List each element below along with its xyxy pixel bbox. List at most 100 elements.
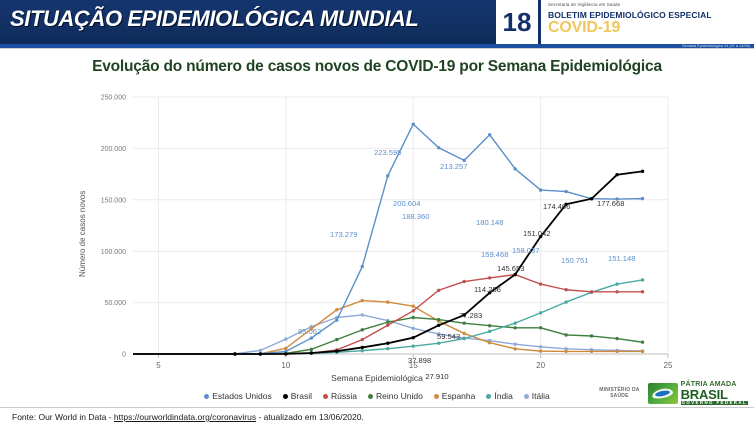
series-point-índia (437, 341, 441, 345)
bulletin-name: BOLETIM EPIDEMIOLÓGICO ESPECIAL (548, 9, 712, 20)
footer-divider (0, 407, 754, 408)
footnote-prefix: Fonte: Our World in Data - (12, 412, 114, 422)
line-chart: 0 50.000 100.000 150.000 200.000 250.000 5 10 15… (101, 95, 673, 382)
data-label: 159.468 (481, 250, 508, 259)
series-point-reino-unido (411, 315, 415, 320)
series-point-reino-unido (513, 326, 517, 330)
series-point-brasil (437, 323, 441, 328)
bulletin-week-note: Semana Epidemiológica 24 (07 a 13/06) (682, 44, 750, 48)
header-rule (0, 44, 754, 48)
series-point-rússia (589, 290, 594, 294)
series-point-estados-unidos (411, 122, 415, 126)
series-point-brasil (309, 351, 314, 355)
series-point-brasil (538, 234, 543, 239)
legend-marker-icon (523, 393, 529, 399)
series-point-índia (462, 336, 466, 341)
legend-item-rússia[interactable]: Rússia (323, 391, 357, 401)
slide-header: SITUAÇÃO EPIDEMIOLÓGICA MUNDIAL 18 Secre… (0, 0, 754, 48)
series-point-brasil (335, 349, 339, 353)
slide-body: Evolução do número de casos novos de COV… (0, 48, 754, 427)
legend-label: Índia (494, 391, 513, 401)
x-axis-tick-label: 5 (156, 361, 161, 370)
ministry-line-1: MINISTÉRIO DA (599, 386, 640, 393)
series-point-itália (284, 337, 288, 341)
series-point-espanha (309, 327, 314, 331)
legend-label: Itália (531, 391, 550, 401)
legend-item-itália[interactable]: Itália (523, 391, 550, 401)
series-line-espanha (133, 299, 643, 355)
series-point-índia (411, 344, 415, 348)
series-point-índia (487, 329, 492, 334)
x-axis-tick-label: 15 (409, 361, 418, 370)
footnote-suffix: - atualizado em 13/06/2020. (256, 412, 364, 422)
series-point-brasil (589, 197, 594, 201)
legend-item-espanha[interactable]: Espanha (433, 391, 475, 401)
legend-marker-icon (282, 393, 288, 399)
data-label: 158.037 (512, 246, 539, 255)
series-point-reino-unido (589, 334, 594, 338)
series-point-itália (360, 313, 364, 317)
legend-label: Brasil (290, 391, 313, 401)
series-point-espanha (564, 349, 568, 354)
series-point-rússia (360, 337, 364, 342)
series-point-índia (513, 321, 517, 325)
series-point-reino-unido (538, 326, 543, 330)
series-point-índia (615, 282, 619, 286)
series-point-rússia (487, 276, 492, 280)
x-axis-tick-label: 20 (536, 361, 545, 370)
data-label: 37.898 (408, 356, 431, 365)
legend-item-índia[interactable]: Índia (486, 391, 513, 401)
series-point-rússia (538, 282, 543, 286)
series-point-estados-unidos (437, 146, 441, 150)
legend-marker-icon (323, 393, 329, 399)
series-point-brasil (640, 169, 645, 174)
series-point-reino-unido (309, 347, 314, 352)
legend-label: Estados Unidos (212, 391, 272, 401)
series-point-rússia (386, 323, 390, 327)
series-point-reino-unido (335, 337, 339, 342)
brazil-flag-icon (647, 382, 678, 404)
data-label: 151.042 (523, 229, 550, 238)
data-label: 77.283 (459, 311, 482, 320)
series-point-reino-unido (437, 317, 441, 322)
series-point-espanha (284, 346, 288, 351)
legend-marker-icon (486, 393, 492, 399)
series-point-reino-unido (487, 324, 492, 328)
chart-legend: Estados Unidos Brasil Rússia Reino Unido Esp… (0, 391, 754, 401)
series-point-rússia (437, 288, 441, 292)
legend-item-reino-unido[interactable]: Reino Unido (368, 391, 423, 401)
data-label: 180.148 (476, 218, 503, 227)
source-link[interactable]: https://ourworldindata.org/coronavirus (113, 412, 257, 422)
bulletin-issue-number: 18 (496, 0, 541, 44)
y-axis-tick-label: 150.000 (101, 197, 126, 204)
source-footnote: Fonte: Our World in Data - https://ourwo… (12, 412, 364, 422)
series-point-reino-unido (386, 320, 390, 324)
ministry-of-health-logo: MINISTÉRIO DA SAÚDE (599, 387, 639, 400)
bulletin-topic: COVID-19 (548, 18, 621, 36)
legend-item-estados-unidos[interactable]: Estados Unidos (204, 391, 272, 401)
series-point-brasil (360, 345, 364, 350)
series-point-itália (513, 342, 517, 346)
data-label: 59.543 (437, 332, 460, 341)
data-label: 114.256 (474, 285, 501, 294)
data-label: 27.910 (425, 372, 448, 381)
bulletin-brand-text: Secretaria de Vigilância em Saúde BOLETI… (541, 0, 754, 44)
series-point-rússia (462, 279, 466, 284)
series-point-estados-unidos (615, 197, 619, 201)
chart-title: Evolução do número de casos novos de COV… (92, 58, 662, 75)
data-label: 200.604 (393, 199, 420, 208)
legend-item-brasil[interactable]: Brasil (282, 391, 313, 401)
series-point-rússia (640, 290, 645, 294)
data-label: 173.279 (330, 230, 357, 239)
y-axis-tick-label: 0 (122, 352, 126, 359)
series-point-estados-unidos (335, 318, 339, 322)
series-point-reino-unido (360, 328, 364, 332)
data-label: 213.257 (440, 162, 467, 171)
legend-label: Reino Unido (376, 391, 423, 401)
y-axis-tick-label: 250.000 (101, 95, 126, 102)
data-label: 177.668 (597, 199, 624, 208)
series-point-brasil (411, 335, 415, 340)
series-point-rússia (615, 290, 619, 294)
data-label: 223.595 (374, 148, 401, 157)
data-label: 151.148 (608, 254, 635, 263)
